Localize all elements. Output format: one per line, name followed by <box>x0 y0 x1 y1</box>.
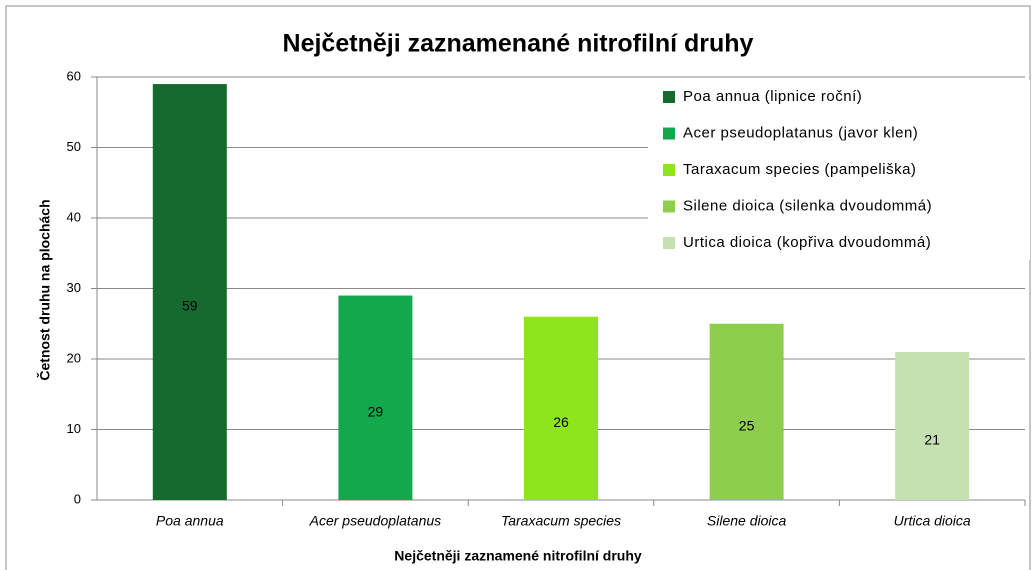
value-label: 59 <box>182 298 198 314</box>
legend-label: Taraxacum species (pampeliška) <box>683 161 916 178</box>
y-tick-label: 40 <box>67 209 81 224</box>
bar <box>709 323 784 500</box>
y-tick-label: 0 <box>74 491 81 506</box>
x-tick-label: Taraxacum species <box>501 513 621 529</box>
legend-swatch <box>663 237 675 249</box>
value-label: 26 <box>553 414 569 430</box>
x-tick-label: Silene dioica <box>707 513 787 529</box>
y-tick-label: 50 <box>67 139 81 154</box>
bar <box>524 316 598 500</box>
bar <box>338 295 413 500</box>
x-tick-label: Poa annua <box>156 513 224 529</box>
y-tick-label: 30 <box>67 280 81 295</box>
value-label: 25 <box>739 418 755 434</box>
legend-label: Urtica dioica (kopřiva dvoudommá) <box>683 234 931 251</box>
legend-swatch <box>663 164 675 176</box>
legend-label: Poa annua (lipnice roční) <box>683 88 862 105</box>
y-tick-label: 20 <box>67 350 81 365</box>
legend-swatch <box>663 127 675 140</box>
y-axis-label: Četnost druhu na plochách <box>36 199 53 380</box>
value-label: 29 <box>368 403 384 419</box>
bar <box>895 351 970 500</box>
legend-box <box>648 80 1030 260</box>
bar <box>152 84 227 501</box>
x-axis-label: Nejčetněji zaznamené nitrofilní druhy <box>394 548 642 564</box>
chart-title: Nejčetněji zaznamenané nitrofilní druhy <box>283 30 754 58</box>
legend-swatch <box>663 200 675 213</box>
legend-label: Silene dioica (silenka dvoudommá) <box>683 197 932 214</box>
legend-swatch <box>663 91 675 103</box>
value-label: 21 <box>924 432 940 448</box>
legend-label: Acer pseudoplatanus (javor klen) <box>683 124 918 141</box>
y-tick-label: 10 <box>67 421 81 436</box>
x-tick-label: Urtica dioica <box>894 513 971 529</box>
y-tick-label: 60 <box>67 68 81 83</box>
x-tick-label: Acer pseudoplatanus <box>309 513 442 529</box>
